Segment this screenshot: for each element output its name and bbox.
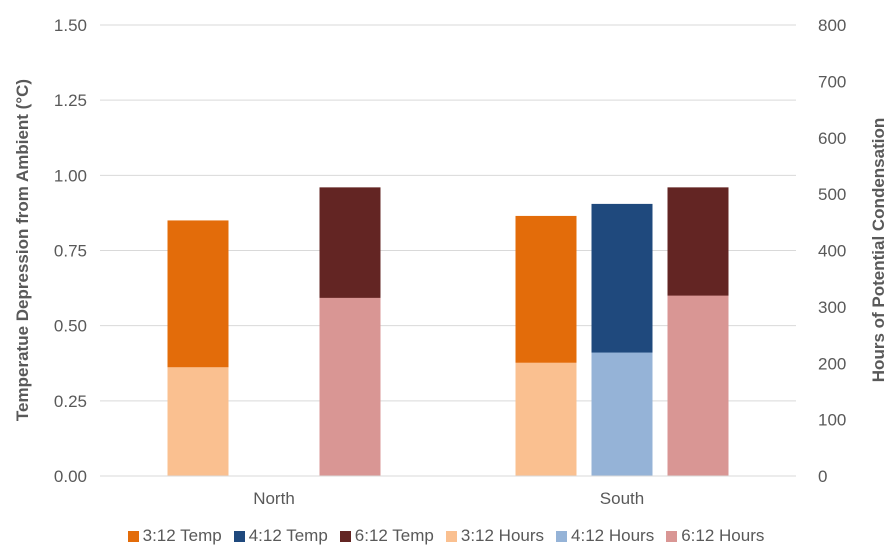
legend-label: 4:12 Temp — [248, 526, 328, 545]
y-tick-label: 0.25 — [54, 392, 87, 411]
legend-swatch — [339, 530, 351, 542]
legend-item: 4:12 Hours — [556, 526, 654, 546]
bar-6-12-hours — [319, 297, 381, 476]
legend-label: 3:12 Temp — [142, 526, 222, 545]
y2-tick-label: 600 — [818, 129, 846, 148]
legend-label: 4:12 Hours — [571, 526, 655, 545]
legend-swatch — [127, 530, 139, 542]
y2-tick-label: 100 — [818, 411, 846, 430]
category-label: South — [600, 489, 644, 508]
y-tick-label: 0.00 — [54, 467, 87, 486]
bar-3-12-hours — [167, 367, 229, 476]
legend-item: 3:12 Temp — [127, 526, 222, 546]
y2-tick-label: 800 — [818, 16, 846, 35]
category-label: North — [253, 489, 295, 508]
y-tick-label: 1.00 — [54, 166, 87, 185]
bars — [167, 187, 729, 477]
y2-tick-label: 500 — [818, 185, 846, 204]
legend-label: 3:12 Hours — [460, 526, 545, 545]
bar-6-12-hours — [667, 295, 729, 476]
legend-item: 6:12 Temp — [339, 526, 434, 546]
legend-swatch — [233, 530, 245, 542]
legend-label: 6:12 Hours — [681, 526, 765, 545]
legend-item: 3:12 Hours — [445, 526, 545, 546]
y2-tick-label: 400 — [818, 242, 846, 261]
y2-tick-label: 700 — [818, 72, 846, 91]
legend-swatch — [445, 530, 457, 542]
legend-swatch — [556, 530, 568, 542]
chart: 0.00 0.25 0.50 0.75 1.00 1.25 1.50 0 100 200 300 4… — [13, 16, 888, 508]
legend-item: 4:12 Temp — [233, 526, 328, 546]
y2-tick-label: 200 — [818, 354, 846, 373]
bar-3-12-hours — [515, 362, 577, 476]
y-axis-title: Temperatue Depression from Ambient (°C) — [13, 79, 32, 421]
category-labels: North South — [253, 489, 644, 508]
bar-4-12-hours — [591, 352, 653, 476]
left-axis-ticks: 0.00 0.25 0.50 0.75 1.00 1.25 1.50 — [54, 16, 87, 486]
legend: 3:12 Temp 4:12 Temp 6:12 Temp 3:12 Hours 4:1… — [0, 526, 892, 546]
y-tick-label: 0.50 — [54, 317, 87, 336]
legend-label: 6:12 Temp — [354, 526, 434, 545]
legend-item: 6:12 Hours — [666, 526, 764, 546]
y-tick-label: 0.75 — [54, 242, 87, 261]
y2-axis-title: Hours of Potential Condensation — [869, 118, 888, 382]
y2-tick-label: 300 — [818, 298, 846, 317]
y2-tick-label: 0 — [818, 467, 827, 486]
right-axis-ticks: 0 100 200 300 400 500 600 700 800 — [818, 16, 846, 486]
y-tick-label: 1.50 — [54, 16, 87, 35]
legend-swatch — [666, 530, 678, 542]
y-tick-label: 1.25 — [54, 91, 87, 110]
